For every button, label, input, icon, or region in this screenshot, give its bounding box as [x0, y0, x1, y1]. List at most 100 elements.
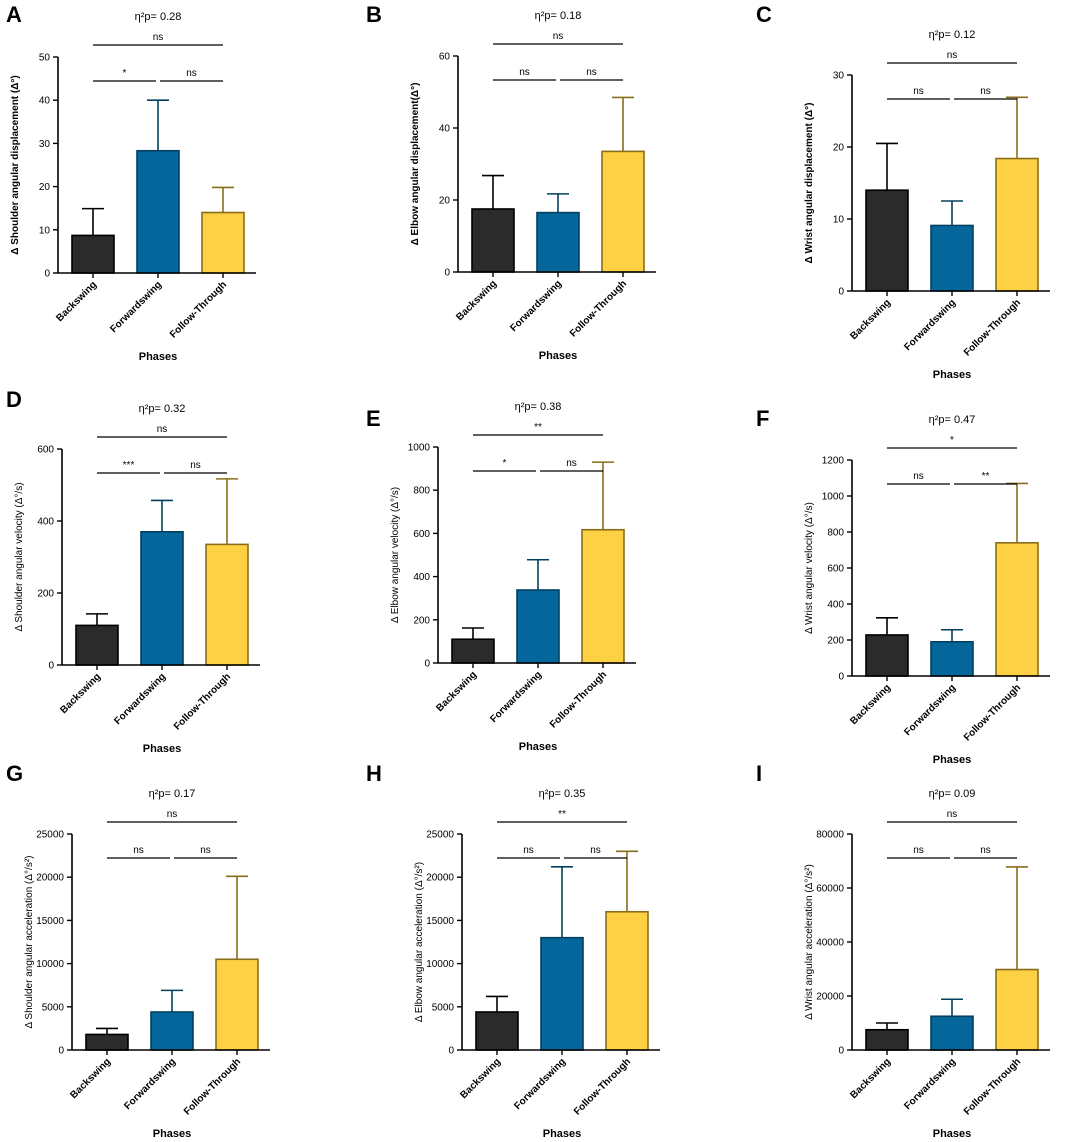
panel-letter: E [366, 406, 381, 431]
significance-label: ns [133, 845, 144, 856]
bar-i-2 [995, 968, 1039, 1051]
x-category-label: Forwardswing [902, 297, 958, 353]
y-axis-title: Δ Elbow angular velocity (Δ°/s) [390, 487, 401, 623]
significance-label: ns [186, 68, 197, 79]
panel-letter: I [756, 761, 762, 786]
significance-label: ns [153, 32, 164, 43]
y-tick-label: 1000 [822, 492, 845, 503]
significance-label: * [503, 458, 507, 469]
x-category-label: Backswing [54, 279, 99, 324]
x-category-label: Backswing [434, 669, 479, 714]
x-axis-title: Phases [143, 743, 182, 755]
y-tick-label: 800 [413, 486, 430, 497]
x-category-label: Forwardswing [512, 1056, 568, 1112]
effect-size-label: η²p= 0.17 [149, 788, 196, 800]
panel-letter: B [366, 2, 382, 27]
significance-label: ns [947, 809, 958, 820]
y-axis-title: Δ Shoulder angular velocity (Δ°/s) [14, 482, 25, 631]
bar-i-0 [865, 1028, 909, 1051]
y-tick-label: 30 [39, 139, 51, 150]
y-axis-title: Δ Elbow angular displacement(Δ°) [410, 83, 421, 246]
y-tick-label: 1200 [822, 456, 845, 467]
bar-c-1 [930, 224, 974, 292]
y-tick-label: 200 [413, 615, 430, 626]
y-tick-label: 600 [37, 445, 54, 456]
significance-label: ns [913, 86, 924, 97]
y-tick-label: 60000 [816, 884, 844, 895]
y-tick-label: 0 [838, 1046, 844, 1057]
y-tick-label: 20000 [426, 873, 454, 884]
x-category-label: Follow-Through [572, 1056, 633, 1117]
bar-e-1 [516, 589, 560, 664]
effect-size-label: η²p= 0.47 [929, 414, 976, 426]
bar-h-0 [475, 1011, 519, 1051]
x-category-label: Forwardswing [122, 1056, 178, 1112]
x-category-label: Forwardswing [508, 278, 564, 334]
significance-label: ns [566, 458, 577, 469]
y-tick-label: 20000 [36, 873, 64, 884]
x-category-label: Backswing [848, 297, 893, 342]
y-tick-label: 10 [833, 215, 845, 226]
panel-a: A 0 10 20 30 40 50 Backswing Forwardswing Follow-… [6, 2, 256, 363]
y-tick-label: 200 [37, 589, 54, 600]
bar-e-0 [451, 638, 495, 664]
bar-b-0 [471, 208, 515, 273]
y-tick-label: 40000 [816, 938, 844, 949]
x-category-label: Backswing [848, 1056, 893, 1101]
significance-label: ns [913, 471, 924, 482]
significance-label: ns [913, 845, 924, 856]
effect-size-label: η²p= 0.38 [515, 401, 562, 413]
bar-d-2 [205, 543, 249, 666]
x-category-label: Forwardswing [902, 1056, 958, 1112]
bar-d-1 [140, 530, 184, 666]
x-category-label: Follow-Through [172, 671, 233, 732]
x-axis-title: Phases [139, 351, 178, 363]
bar-i-1 [930, 1015, 974, 1051]
x-category-label: Forwardswing [902, 682, 958, 738]
effect-size-label: η²p= 0.09 [929, 788, 976, 800]
y-tick-label: 20000 [816, 992, 844, 1003]
bar-h-1 [540, 936, 584, 1051]
y-tick-label: 40 [39, 96, 51, 107]
x-category-label: Forwardswing [112, 671, 168, 727]
panel-c: C 0 10 20 30 Backswing Forwardswing Follow-Thro… [756, 2, 1050, 381]
x-axis-title: Phases [933, 369, 972, 381]
y-axis-title: Δ Wrist angular velocity (Δ°/s) [804, 502, 815, 634]
panel-g: G 0 5000 10000 15000 20000 25000 Backswing Forwa… [6, 761, 270, 1140]
significance-label: * [950, 435, 954, 446]
x-axis-title: Phases [543, 1128, 582, 1140]
x-category-label: Follow-Through [182, 1056, 243, 1117]
bar-a-2 [201, 211, 245, 274]
y-axis-title: Δ Wrist angular displacement (Δ°) [804, 103, 815, 264]
x-category-label: Backswing [58, 671, 103, 716]
y-tick-label: 200 [827, 636, 844, 647]
x-category-label: Follow-Through [548, 669, 609, 730]
panel-letter: H [366, 761, 382, 786]
bar-c-0 [865, 189, 909, 292]
y-tick-label: 1000 [408, 443, 431, 454]
x-category-label: Backswing [458, 1056, 503, 1101]
panel-letter: G [6, 761, 23, 786]
significance-label: ns [980, 845, 991, 856]
x-category-label: Backswing [848, 682, 893, 727]
x-category-label: Follow-Through [962, 297, 1023, 358]
y-tick-label: 10 [39, 225, 51, 236]
y-tick-label: 400 [413, 572, 430, 583]
significance-label: ns [190, 460, 201, 471]
x-category-label: Backswing [454, 278, 499, 323]
effect-size-label: η²p= 0.35 [539, 788, 586, 800]
effect-size-label: η²p= 0.12 [929, 29, 976, 41]
y-tick-label: 0 [58, 1046, 64, 1057]
significance-label: ns [200, 845, 211, 856]
y-tick-label: 5000 [432, 1002, 455, 1013]
panel-letter: F [756, 406, 769, 431]
bar-g-1 [150, 1011, 194, 1051]
y-tick-label: 0 [44, 269, 50, 280]
y-tick-label: 0 [838, 287, 844, 298]
panel-h: H 0 5000 10000 15000 20000 25000 Backswing Forwa… [366, 761, 660, 1140]
x-category-label: Follow-Through [962, 1056, 1023, 1117]
y-tick-label: 25000 [426, 830, 454, 841]
bar-f-1 [930, 640, 974, 677]
bar-c-2 [995, 157, 1039, 292]
